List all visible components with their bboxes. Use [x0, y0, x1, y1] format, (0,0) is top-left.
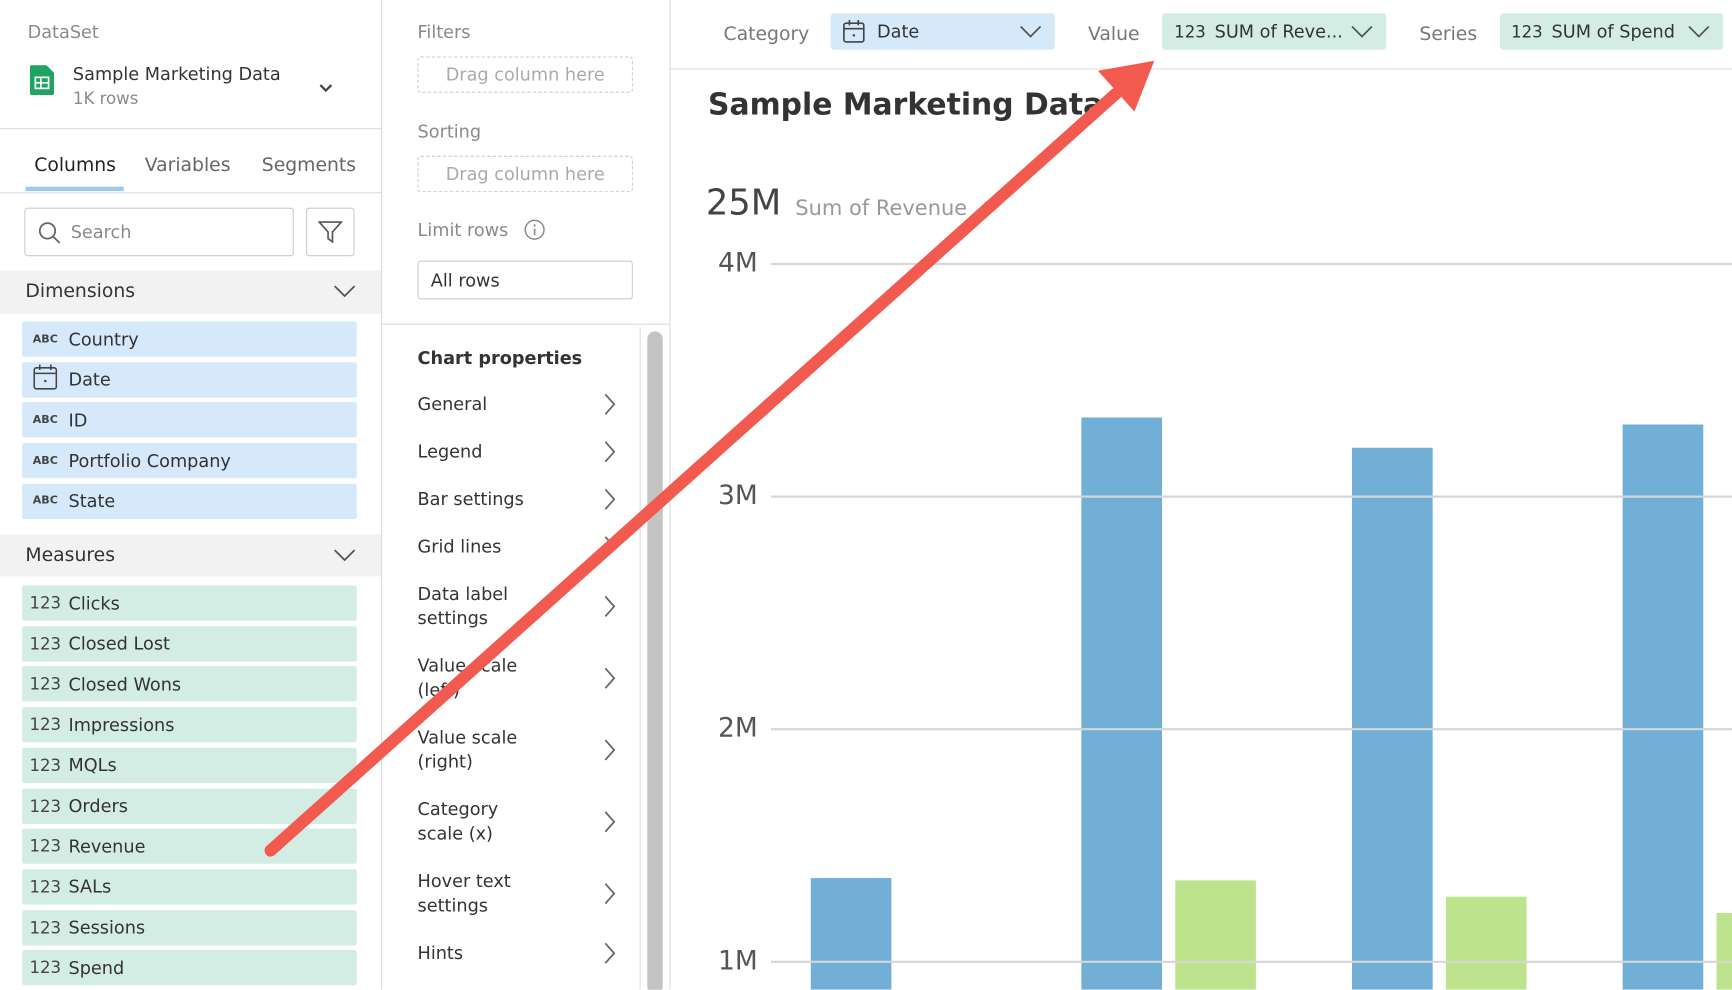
kpi-chevron[interactable] [984, 201, 993, 217]
dimension-name: Date [68, 369, 111, 391]
y-tick-label: 4M [718, 247, 758, 278]
divider [0, 128, 382, 130]
series-value: SUM of Spend [1551, 20, 1675, 42]
bar [810, 878, 892, 990]
dimension-icon: ABC [32, 495, 58, 508]
measure-icon: 123 [29, 593, 62, 614]
dimension-name: Country [68, 328, 139, 350]
series-label: Series [1419, 23, 1478, 46]
calendar-icon [843, 19, 865, 43]
dimension-name: Portfolio Company [68, 450, 231, 472]
series-pill[interactable]: 123 SUM of Spend [1500, 13, 1724, 50]
property-name: Hints [417, 942, 464, 964]
y-tick-label: 3M [718, 480, 758, 511]
kpi-label: Sum of Revenue [795, 196, 967, 220]
dimensions-label: Dimensions [25, 280, 136, 303]
measure-icon: 123 [29, 755, 62, 776]
measure-item[interactable]: 123 Sessions [22, 909, 357, 946]
measure-icon: 123 [29, 876, 62, 897]
bar [1716, 912, 1732, 990]
measure-icon: 123 [29, 633, 62, 654]
property-item[interactable]: Hints [418, 930, 639, 977]
measure-name: Impressions [68, 714, 175, 736]
divider [670, 68, 1732, 70]
filters-label: Filters [417, 21, 471, 43]
y-tick-label: 2M [718, 713, 758, 744]
drop-placeholder: Drag column here [445, 64, 605, 86]
dimension-icon: ABC [32, 414, 58, 427]
pill-chevron [1351, 25, 1373, 38]
measure-name: SALs [68, 876, 112, 898]
pill-chevron [1020, 25, 1042, 38]
measure-name: Revenue [68, 835, 146, 857]
measure-name: Spend [68, 957, 125, 979]
dimension-icon: ABC [32, 454, 58, 467]
measure-name: Closed Lost [68, 633, 170, 655]
measure-icon: 123 [1511, 21, 1543, 42]
search-icon [38, 222, 61, 244]
bar [1445, 896, 1527, 990]
measures-label: Measures [25, 544, 115, 567]
kpi-value: 25M [706, 182, 781, 223]
measure-icon: 123 [29, 917, 62, 938]
divider [0, 192, 382, 194]
dimension-icon: ABC [32, 333, 58, 346]
measure-icon: 123 [29, 958, 62, 978]
calendar-icon [22, 364, 68, 395]
bar [1081, 417, 1163, 990]
chart-title: Sample Marketing Data [708, 88, 1103, 123]
dimension-name: State [68, 490, 116, 512]
category-pill[interactable]: Date [830, 13, 1055, 50]
category-label: Category [723, 23, 810, 46]
dataset-rows: 1K rows [72, 88, 139, 109]
measure-icon: 123 [29, 836, 62, 857]
bar [1175, 880, 1256, 990]
property-chevron [604, 883, 616, 905]
tab-underline [25, 186, 124, 192]
bar [1622, 424, 1704, 990]
value-value: SUM of Reve... [1214, 20, 1343, 42]
measure-item[interactable]: 123 SALs [22, 869, 357, 905]
dataset-name[interactable]: Sample Marketing Data [72, 63, 281, 85]
tab[interactable]: Segments [261, 154, 357, 177]
y-tick-label: 1M [718, 945, 758, 976]
measure-icon: 123 [1174, 21, 1206, 42]
sheet-icon [29, 65, 55, 95]
bar [1352, 447, 1433, 990]
property-name: Hover text settings [417, 870, 511, 916]
measure-name: Orders [68, 795, 128, 817]
measure-icon: 123 [29, 795, 62, 816]
dimension-name: ID [68, 409, 88, 431]
measure-name: Closed Wons [68, 673, 182, 695]
measure-name: MQLs [68, 754, 117, 776]
search-placeholder: Search [70, 221, 132, 243]
category-value: Date [877, 20, 920, 42]
tab[interactable]: Variables [144, 154, 231, 177]
value-label: Value [1088, 23, 1140, 46]
tab[interactable]: Columns [34, 154, 116, 177]
value-pill[interactable]: 123 SUM of Reve... [1162, 13, 1387, 50]
measure-icon: 123 [29, 674, 62, 695]
pill-chevron [1688, 25, 1710, 38]
measure-name: Clicks [68, 592, 120, 614]
dataset-label: DataSet [27, 21, 99, 43]
measure-icon: 123 [29, 714, 62, 735]
property-item[interactable]: Hover text settings [418, 858, 639, 930]
measure-name: Sessions [68, 916, 146, 938]
property-chevron [604, 942, 616, 964]
measure-item[interactable]: 123 Spend [22, 950, 357, 986]
